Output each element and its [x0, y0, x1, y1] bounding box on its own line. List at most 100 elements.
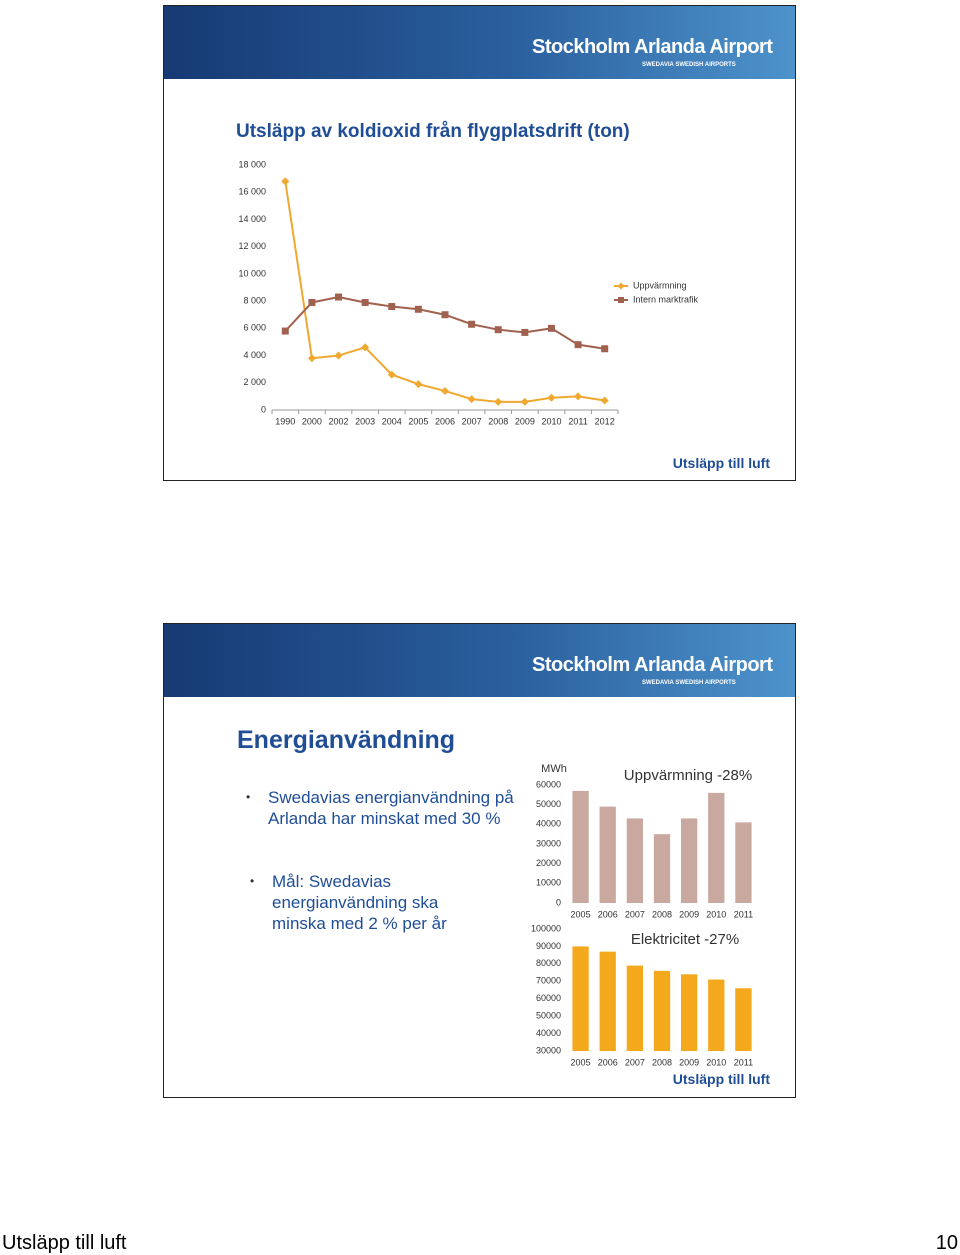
- y-tick-label: 100000: [531, 923, 561, 933]
- marker: [361, 343, 370, 352]
- y-tick-label: 50000: [536, 799, 561, 809]
- y-tick-label: 16 000: [238, 187, 266, 197]
- x-tick-label: 2004: [382, 416, 402, 426]
- x-tick-label: 2005: [571, 1057, 591, 1067]
- legend-marker: [617, 282, 625, 290]
- bar: [681, 974, 698, 1051]
- page-footer-title: Utsläpp till luft: [2, 1232, 127, 1254]
- y-tick-label: 6 000: [243, 323, 266, 333]
- y-tick-label: 18 000: [238, 159, 266, 169]
- y-tick-label: 20000: [536, 858, 561, 868]
- legend-label: Intern marktrafik: [633, 294, 699, 304]
- bar: [572, 790, 589, 903]
- y-tick-label: 30000: [536, 838, 561, 848]
- y-tick-label: 80000: [536, 958, 561, 968]
- marker: [574, 341, 582, 349]
- y-tick-label: 0: [556, 897, 561, 907]
- bar: [626, 818, 643, 903]
- bar: [681, 818, 698, 903]
- slide: Stockholm Arlanda Airport SWEDAVIA SWEDI…: [163, 5, 796, 481]
- marker: [547, 324, 555, 332]
- y-tick-label: 14 000: [238, 214, 266, 224]
- y-tick-label: 10 000: [238, 268, 266, 278]
- y-tick-label: 70000: [536, 976, 561, 986]
- y-tick-label: 90000: [536, 941, 561, 951]
- y-tick-label: 30000: [536, 1045, 561, 1055]
- marker: [600, 396, 609, 405]
- bar: [572, 946, 589, 1051]
- x-tick-label: 2006: [435, 416, 455, 426]
- y-tick-label: 12 000: [238, 241, 266, 251]
- chart-title: Elektricitet -27%: [631, 931, 739, 948]
- x-tick-label: 2011: [568, 416, 587, 426]
- marker: [520, 397, 529, 406]
- marker: [468, 320, 476, 328]
- bar: [626, 965, 643, 1051]
- marker: [441, 311, 449, 319]
- slide-header: Stockholm Arlanda Airport SWEDAVIA SWEDI…: [164, 6, 795, 79]
- x-tick-label: 2011: [734, 1057, 753, 1067]
- bar: [653, 834, 671, 903]
- marker: [387, 370, 396, 379]
- chart-title: Uppvärmning -28%: [624, 767, 752, 784]
- marker: [334, 351, 343, 360]
- marker: [494, 326, 502, 334]
- y-tick-label: 40000: [536, 1028, 561, 1038]
- logo-subtitle: SWEDAVIA SWEDISH AIRPORTS: [642, 62, 736, 68]
- bullet: Mål: Swedavias energianvändning ska mins…: [250, 871, 472, 934]
- y-tick-label: 10000: [536, 878, 561, 888]
- slide-title: Utsläpp av koldioxid från flygplatsdrift…: [236, 121, 630, 142]
- y-tick-label: 8 000: [243, 295, 266, 305]
- x-tick-label: 2011: [734, 909, 753, 919]
- slide-footer: Utsläpp till luft: [672, 1071, 770, 1087]
- marker: [547, 393, 556, 402]
- bar: [599, 806, 616, 903]
- x-tick-label: 2010: [706, 909, 726, 919]
- bar: [708, 979, 725, 1051]
- y-tick-label: 0: [261, 404, 266, 414]
- x-tick-label: 2008: [652, 909, 672, 919]
- bar: [653, 970, 671, 1051]
- bar: [735, 822, 752, 903]
- marker: [388, 303, 396, 311]
- marker: [335, 293, 343, 301]
- bar: [708, 792, 725, 903]
- line: [284, 296, 605, 350]
- slide-footer: Utsläpp till luft: [672, 455, 770, 471]
- x-tick-label: 2007: [625, 1057, 645, 1067]
- legend-label: Uppvärmning: [633, 280, 687, 290]
- y-tick-label: 60000: [536, 993, 561, 1003]
- marker: [414, 380, 423, 389]
- bullet: Swedavias energianvändning på Arlanda ha…: [246, 787, 518, 829]
- x-tick-label: 2012: [595, 416, 615, 426]
- x-tick-label: 2007: [462, 416, 482, 426]
- y-tick-label: 40000: [536, 819, 561, 829]
- x-tick-label: 2002: [329, 416, 349, 426]
- y-tick-label: 2 000: [243, 377, 266, 387]
- y-tick-label: 50000: [536, 1011, 561, 1021]
- legend-marker: [618, 297, 624, 303]
- marker: [441, 386, 449, 395]
- marker: [308, 298, 316, 306]
- logo-subtitle: SWEDAVIA SWEDISH AIRPORTS: [642, 680, 736, 686]
- x-tick-label: 2000: [302, 416, 322, 426]
- marker: [281, 327, 289, 335]
- marker: [494, 397, 503, 406]
- y-tick-label: 4 000: [243, 350, 266, 360]
- page-number: 10: [935, 1232, 958, 1254]
- x-tick-label: 2008: [652, 1057, 672, 1067]
- marker: [414, 305, 422, 313]
- x-tick-label: 2009: [515, 416, 535, 426]
- x-tick-label: 2009: [679, 1057, 699, 1067]
- slide-header: Stockholm Arlanda Airport SWEDAVIA SWEDI…: [164, 624, 795, 697]
- y-tick-label: 60000: [536, 779, 561, 789]
- marker: [281, 177, 290, 186]
- x-tick-label: 2010: [706, 1057, 726, 1067]
- marker: [467, 395, 476, 404]
- x-tick-label: 1990: [275, 416, 295, 426]
- x-tick-label: 2010: [541, 416, 561, 426]
- x-tick-label: 2006: [598, 909, 618, 919]
- x-tick-label: 2006: [598, 1057, 618, 1067]
- marker: [521, 328, 529, 336]
- marker: [361, 298, 369, 306]
